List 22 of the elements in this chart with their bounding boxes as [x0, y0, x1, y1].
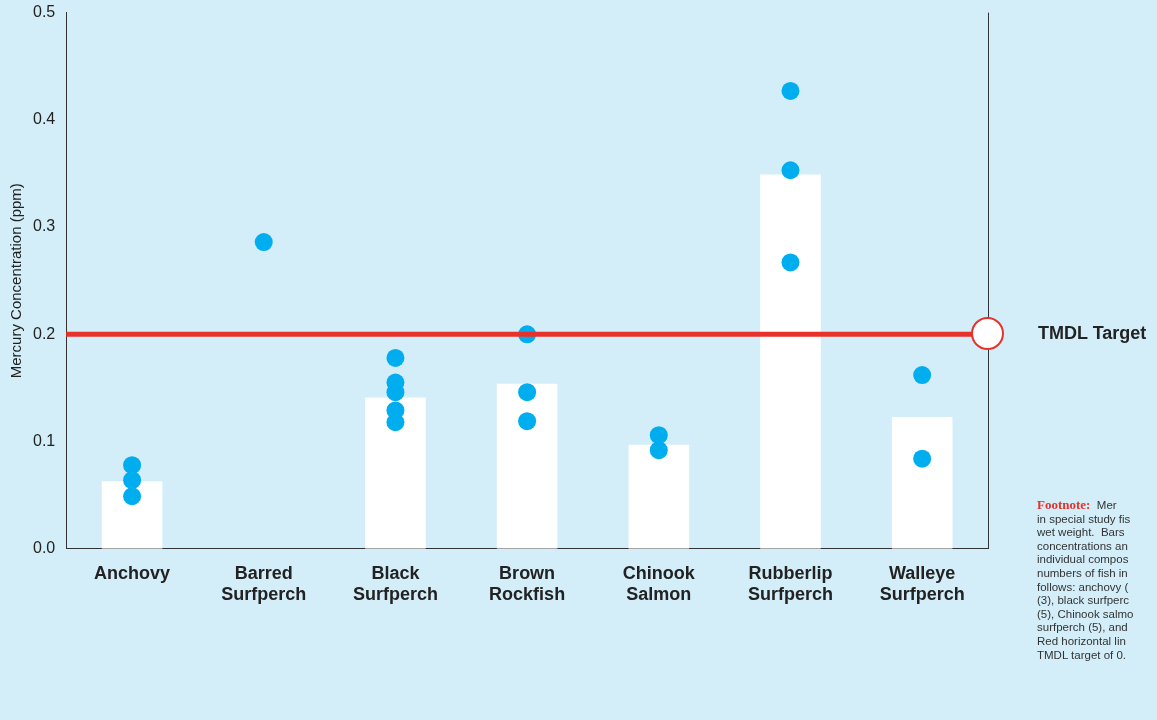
- x-tick-label: Black Surfperch: [352, 562, 438, 605]
- x-tick-label: Brown Rockfish: [489, 562, 566, 605]
- x-tick-label: Barred Surfperch: [221, 562, 307, 605]
- y-tick-label: 0.3: [32, 217, 56, 235]
- y-tick-label: 0.0: [32, 539, 56, 557]
- x-tick-label: Rubberlip Surfperch: [747, 562, 833, 605]
- bar: [496, 383, 558, 549]
- x-tick-label: Chinook Salmon: [622, 562, 696, 605]
- x-tick-label: Anchovy: [94, 562, 171, 583]
- ref-line-label: TMDL Target: [1038, 323, 1147, 344]
- y-axis-title: Mercury Concentration (ppm): [7, 183, 25, 379]
- y-tick-label: 0.5: [32, 3, 56, 21]
- x-tick-label: Walleye Surfperch: [879, 562, 965, 605]
- bar: [891, 416, 953, 549]
- y-tick-label: 0.2: [32, 324, 56, 342]
- y-tick-label: 0.4: [32, 110, 56, 128]
- bar: [365, 397, 426, 549]
- bar: [760, 174, 821, 549]
- bar: [101, 481, 163, 549]
- y-tick-label: 0.1: [32, 431, 56, 449]
- bar: [628, 444, 690, 549]
- text: Footnote: Mer in special study fis wet weight. Bars concentrations an individual compos numbers of fish in follows: anchovy ( (3), black surfperc (5), Chinook salmo surfperch (5), and Red horizontal lin TMDL target of 0.: [1037, 497, 1134, 661]
